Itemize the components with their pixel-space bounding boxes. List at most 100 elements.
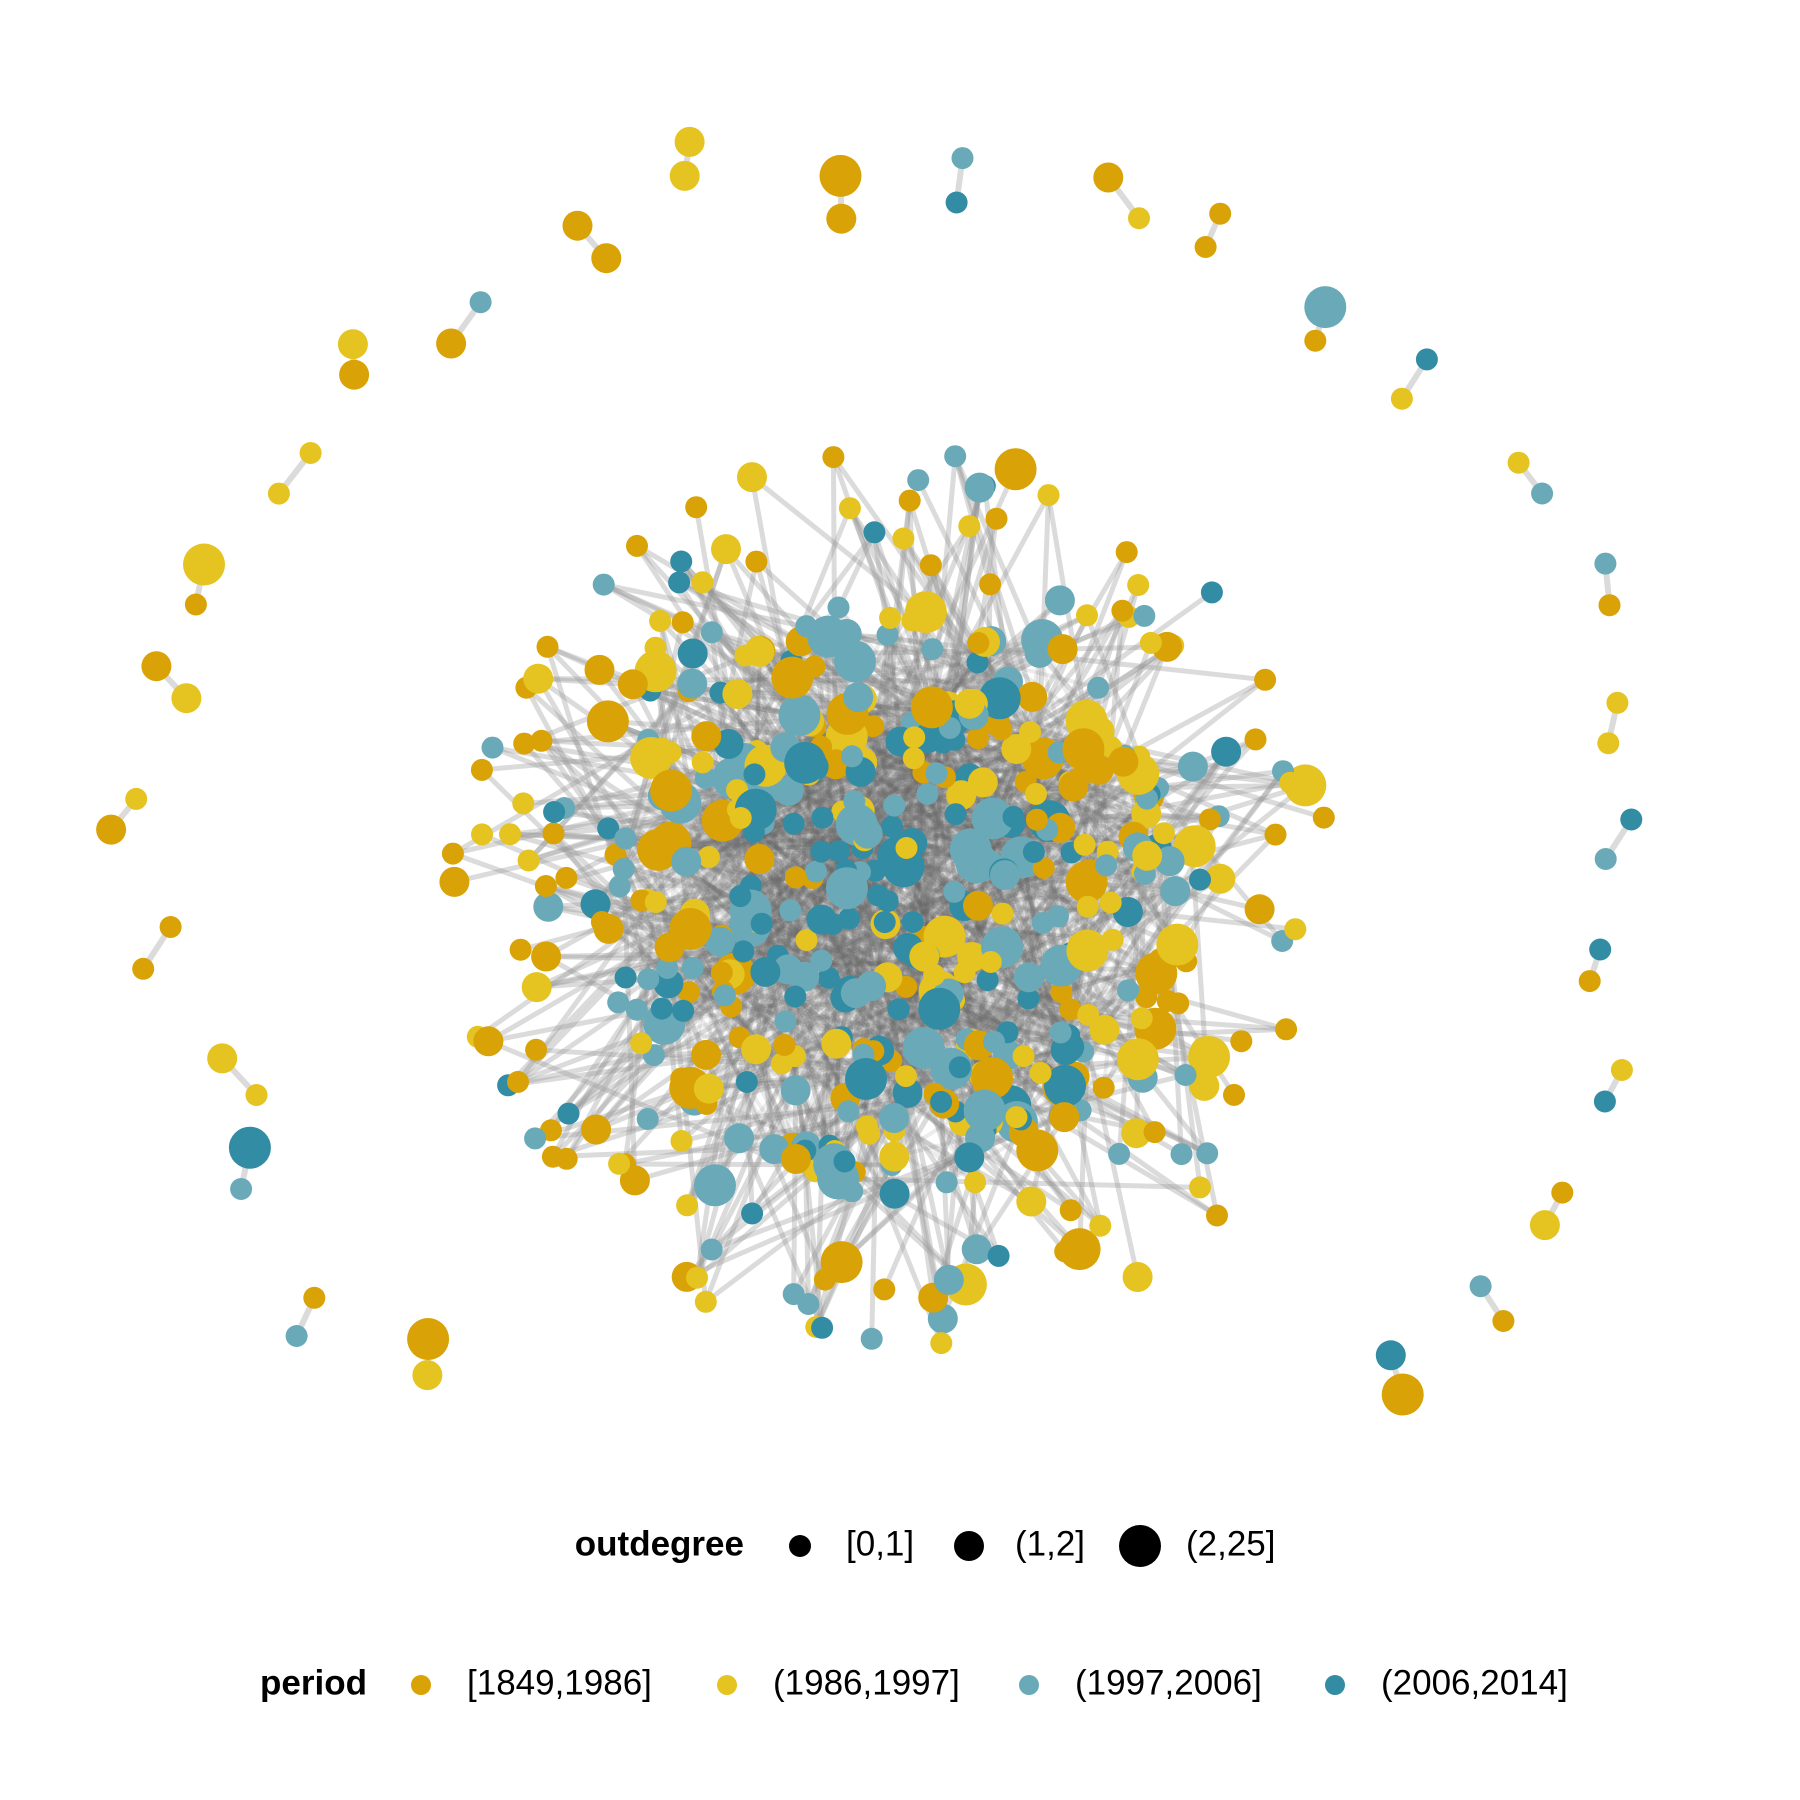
- node: [637, 968, 660, 991]
- node: [1198, 808, 1221, 831]
- node: [887, 998, 910, 1021]
- node: [930, 1332, 953, 1355]
- edge: [668, 751, 926, 1050]
- node: [1200, 581, 1223, 604]
- edge: [911, 772, 1139, 845]
- edge: [913, 735, 1085, 761]
- edge: [545, 883, 1062, 1035]
- node: [774, 1010, 797, 1033]
- node: [132, 957, 155, 980]
- node: [735, 1071, 758, 1093]
- node: [880, 815, 903, 838]
- node: [1152, 822, 1175, 845]
- node: [612, 858, 635, 880]
- node: [843, 790, 866, 813]
- edge: [551, 831, 671, 985]
- node: [614, 966, 637, 989]
- node: [954, 1142, 985, 1173]
- node: [303, 1286, 326, 1309]
- node: [1121, 1118, 1152, 1149]
- edge: [750, 1049, 897, 1196]
- node: [1589, 938, 1612, 961]
- node: [845, 1058, 887, 1100]
- node: [671, 846, 702, 877]
- node: [1111, 599, 1134, 622]
- node: [412, 1360, 443, 1391]
- node: [1016, 1186, 1047, 1217]
- node: [979, 951, 1002, 973]
- node: [1133, 604, 1156, 627]
- edge: [649, 756, 936, 1095]
- edge: [785, 1019, 980, 1048]
- node: [729, 807, 752, 829]
- node: [1122, 1262, 1153, 1292]
- node: [513, 732, 536, 755]
- node: [1017, 681, 1048, 712]
- edge: [847, 507, 1145, 1079]
- node: [614, 827, 637, 850]
- node: [1059, 998, 1082, 1021]
- node: [1211, 736, 1242, 767]
- node: [795, 929, 818, 951]
- node: [96, 814, 127, 845]
- edge: [840, 811, 908, 1077]
- node: [976, 969, 999, 992]
- node: [407, 1318, 450, 1360]
- node: [810, 949, 833, 972]
- node: [669, 908, 712, 950]
- node: [678, 981, 700, 1004]
- node: [339, 359, 370, 390]
- node: [1254, 668, 1277, 691]
- node: [1531, 482, 1554, 505]
- node: [1279, 771, 1302, 794]
- node: [650, 737, 673, 760]
- node: [436, 328, 467, 359]
- node: [1017, 987, 1040, 1010]
- node: [838, 497, 861, 520]
- node: [1022, 841, 1045, 863]
- edge: [938, 900, 1112, 1011]
- node: [670, 1130, 693, 1152]
- nodes: [96, 126, 1643, 1416]
- node: [584, 654, 615, 685]
- edge: [653, 670, 726, 822]
- node: [1160, 876, 1191, 907]
- node: [183, 543, 225, 586]
- node: [1284, 918, 1307, 941]
- node: [797, 1293, 820, 1315]
- edge: [853, 833, 870, 994]
- node: [677, 668, 708, 699]
- node: [879, 1103, 910, 1133]
- node: [608, 1152, 631, 1175]
- node: [834, 640, 876, 683]
- node: [542, 822, 565, 845]
- node: [944, 803, 967, 826]
- edge: [745, 644, 1168, 659]
- node: [562, 210, 593, 241]
- node: [1029, 1061, 1052, 1084]
- legend-title: outdegree: [575, 1524, 744, 1563]
- legend-label: [1849,1986]: [467, 1663, 652, 1702]
- node: [1117, 979, 1139, 1002]
- node: [1095, 854, 1118, 877]
- edge: [523, 759, 1124, 806]
- node: [1597, 732, 1620, 755]
- node: [1206, 1204, 1228, 1227]
- edge: [892, 611, 928, 806]
- edge: [453, 728, 1101, 885]
- node: [608, 875, 631, 898]
- node: [267, 482, 290, 505]
- node: [1083, 754, 1114, 785]
- node: [517, 849, 540, 872]
- node: [873, 1278, 896, 1301]
- node: [773, 1034, 796, 1056]
- node: [337, 329, 368, 360]
- node: [971, 797, 1014, 840]
- node: [737, 462, 767, 493]
- node: [946, 780, 977, 811]
- node: [1076, 895, 1099, 918]
- node: [750, 956, 781, 987]
- node: [1143, 1121, 1166, 1144]
- edge: [790, 676, 980, 908]
- node: [1127, 574, 1150, 596]
